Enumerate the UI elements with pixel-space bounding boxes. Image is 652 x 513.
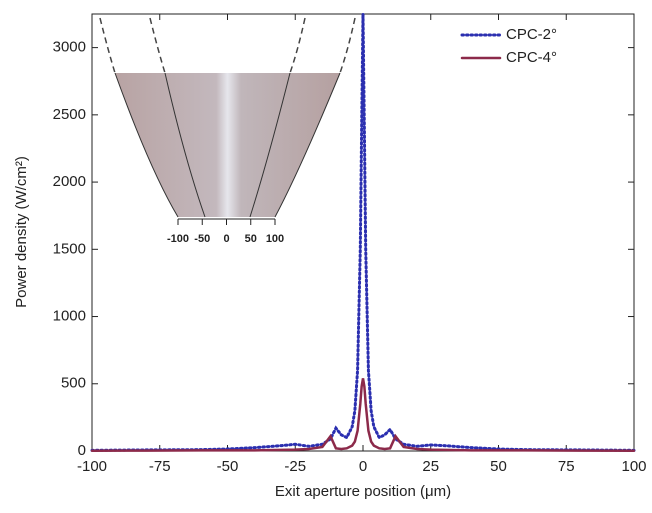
legend-label: CPC-4°: [506, 49, 557, 66]
inset-outline: [114, 72, 341, 218]
inset-tick-label: -50: [194, 233, 210, 245]
y-tick-label: 3000: [53, 39, 86, 56]
inset-tick-label: 0: [223, 233, 229, 245]
y-tick-label: 500: [61, 375, 86, 392]
inset-tick-label: 50: [245, 233, 257, 245]
series-line: [90, 13, 636, 452]
inset-tick-label: 100: [266, 233, 284, 245]
x-tick-label: -75: [149, 458, 171, 475]
x-tick-label: -50: [217, 458, 239, 475]
inset-dashed-outline: [99, 17, 356, 74]
legend-label: CPC-2°: [506, 26, 557, 43]
y-tick-label: 1000: [53, 308, 86, 325]
inset-diagram: [99, 17, 356, 220]
x-tick-label: 0: [359, 458, 367, 475]
y-tick-label: 1500: [53, 240, 86, 257]
y-tick-label: 2000: [53, 173, 86, 190]
x-tick-label: -25: [284, 458, 306, 475]
inset-cpc-body: [115, 73, 340, 217]
x-tick-label: -100: [77, 458, 107, 475]
y-tick-label: 2500: [53, 106, 86, 123]
inset-tick-label: -100: [167, 233, 189, 245]
x-tick-label: 50: [490, 458, 507, 475]
x-tick-label: 25: [422, 458, 439, 475]
x-tick-label: 75: [558, 458, 575, 475]
x-tick-label: 100: [621, 458, 646, 475]
series-line: [90, 378, 636, 452]
x-axis-label: Exit aperture position (μm): [275, 483, 451, 500]
y-axis-label: Power density (W/cm²): [13, 156, 30, 308]
y-tick-label: 0: [78, 442, 86, 459]
